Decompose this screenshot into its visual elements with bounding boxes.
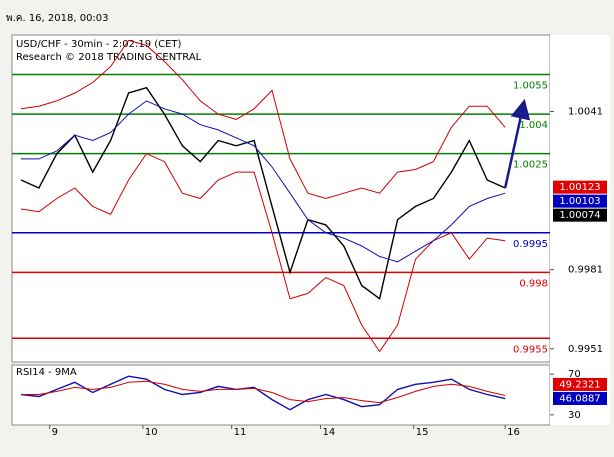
price-box-label: 49.2321 bbox=[559, 379, 600, 390]
rsi-title: RSI14 - 9MA bbox=[16, 367, 77, 378]
axis-area bbox=[550, 35, 610, 425]
y-tick-label: 70 bbox=[568, 369, 581, 380]
series-line bbox=[20, 153, 506, 353]
level-label: 0.9955 bbox=[513, 344, 548, 355]
rsi-panel bbox=[11, 364, 551, 426]
price-box-label: 1.00074 bbox=[559, 210, 600, 221]
level-label: 1.0055 bbox=[513, 81, 548, 92]
y-tick-label: 0.9951 bbox=[568, 344, 603, 355]
series-line bbox=[20, 86, 506, 300]
level-label: 1.0025 bbox=[513, 160, 548, 171]
level-label: 0.9995 bbox=[513, 239, 548, 250]
level-label: 1.004 bbox=[519, 120, 548, 131]
series-line bbox=[21, 100, 506, 263]
header-date: พ.ค. 16, 2018, 00:03 bbox=[6, 13, 109, 24]
price-box bbox=[553, 194, 607, 208]
x-tick-label: 10 bbox=[145, 427, 158, 438]
x-tick-label: 9 bbox=[52, 427, 58, 438]
y-tick-label: 1.0041 bbox=[568, 106, 603, 117]
series-line bbox=[20, 39, 506, 200]
x-tick-label: 14 bbox=[322, 427, 335, 438]
price-box-label: 1.00123 bbox=[559, 182, 600, 193]
level-label: 0.998 bbox=[519, 278, 548, 289]
price-box bbox=[553, 377, 607, 391]
x-tick-label: 15 bbox=[416, 427, 429, 438]
y-tick-label: 0.9981 bbox=[568, 265, 603, 276]
price-box-label: 1.00103 bbox=[559, 196, 600, 207]
price-box bbox=[553, 180, 607, 194]
price-panel bbox=[11, 34, 551, 363]
forecast-arrow bbox=[503, 98, 531, 189]
price-box bbox=[553, 208, 607, 222]
series-line bbox=[21, 380, 506, 404]
price-box bbox=[553, 391, 607, 405]
price-box-label: 46.0887 bbox=[559, 393, 600, 404]
x-tick-label: 16 bbox=[507, 427, 520, 438]
y-tick-label: 30 bbox=[568, 410, 581, 421]
chart-subtitle: Research © 2018 TRADING CENTRAL bbox=[16, 52, 202, 63]
chart-title: USD/CHF - 30min - 2:02:19 (CET) bbox=[16, 39, 182, 50]
x-tick-label: 11 bbox=[234, 427, 247, 438]
